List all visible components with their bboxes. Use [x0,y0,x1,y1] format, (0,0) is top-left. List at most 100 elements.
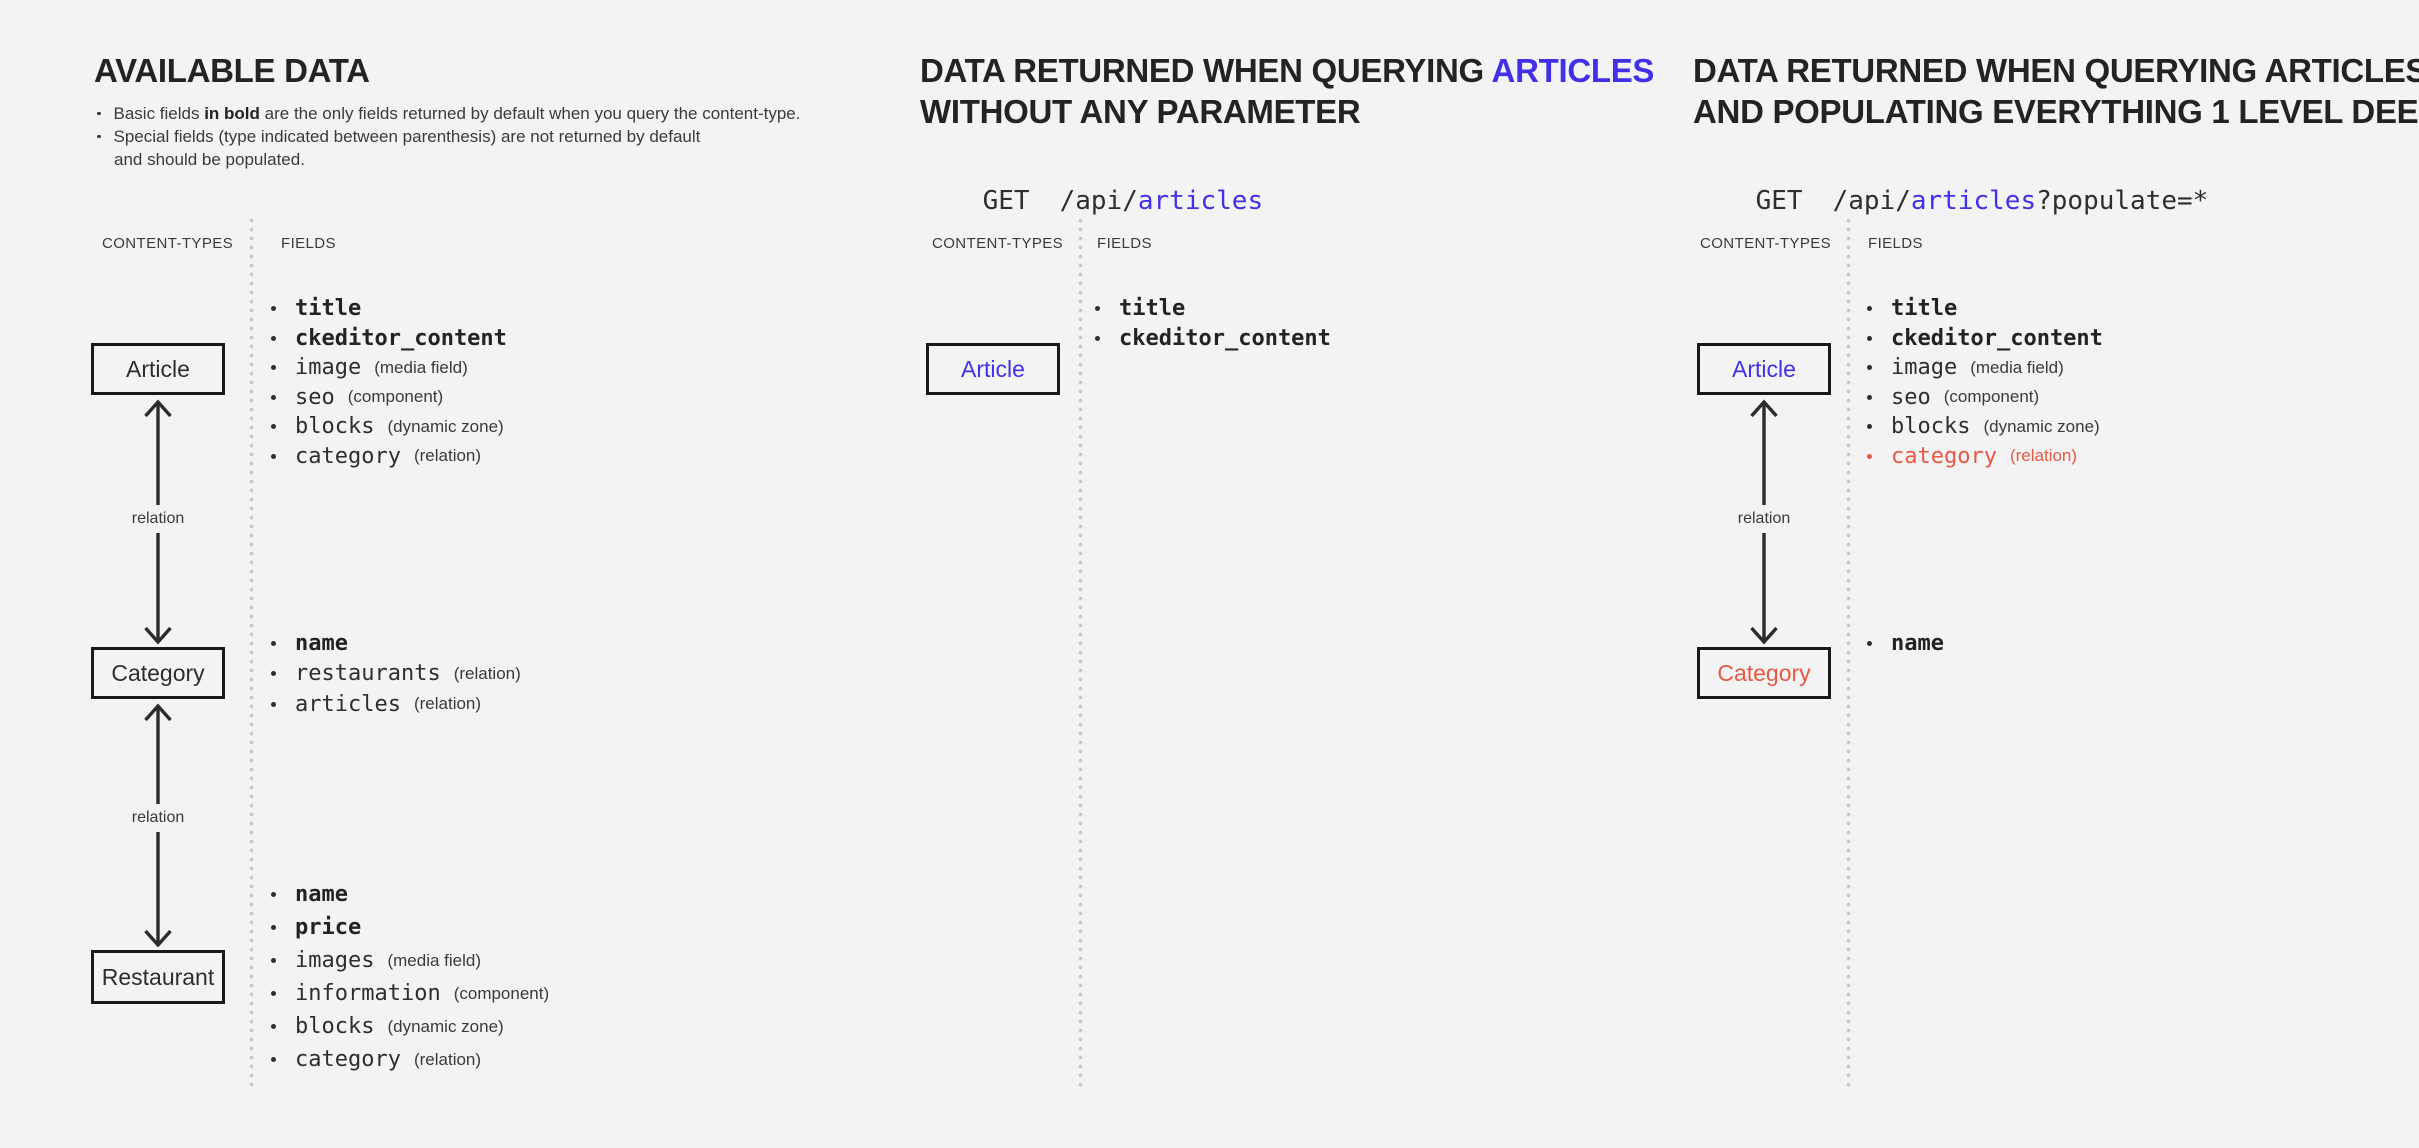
bullet-dot-icon [1867,365,1872,371]
bullet-dot-icon [271,925,276,930]
field-name: images [295,948,375,973]
api-path-accent: articles [1137,186,1264,216]
panel3-fields-label: FIELDS [1868,235,1923,252]
field-row-populated-relation: category (relation) [1867,442,2103,472]
field-type: (component) [347,387,444,407]
field-type: (dynamic zone) [387,1016,504,1036]
field-row: blocks (dynamic zone) [1867,412,2103,442]
bullet-dot-icon [1867,640,1872,646]
http-method: GET [1755,186,1803,216]
field-row: title [1867,294,2103,324]
bullet-dot-icon [271,424,276,430]
field-row: seo (component) [1867,383,2103,413]
field-type: (relation) [413,1049,482,1069]
category-box-label: Category [1717,659,1811,686]
field-row: images (media field) [271,944,549,977]
title-accent: ARTICLES [1491,52,1655,89]
bullet-dot-icon [271,453,276,459]
category-box-label: Category [111,659,205,686]
category-box: Category [91,647,225,699]
bullet-dot-icon [1095,306,1100,312]
api-path-query: ?populate=* [2036,186,2209,216]
note-text-bold: in bold [204,103,260,123]
field-row: seo (component) [271,383,507,413]
field-name: name [1891,630,1944,656]
field-type: (component) [1943,387,2040,407]
field-name: category [295,1047,401,1072]
panel3-get-request: GET/api/articles?populate=* [1693,147,2209,255]
field-name: ckeditor_content [1891,325,2103,351]
field-row: name [1867,628,1944,659]
field-name: price [295,915,362,940]
panel3-title-line1: DATA RETURNED WHEN QUERYING ARTICLES [1693,52,2419,89]
field-row: blocks (dynamic zone) [271,1010,549,1043]
field-type: (dynamic zone) [387,416,504,436]
field-name: category [1891,443,1997,469]
field-name: seo [1891,384,1931,410]
note-text: and should be populated. [114,149,305,169]
restaurant-box-label: Restaurant [101,963,215,990]
field-row: ckeditor_content [271,324,507,354]
field-type: (relation) [413,694,482,714]
panel1-fields-label: FIELDS [281,235,336,252]
field-name: title [295,296,362,322]
relation-label: relation [1735,505,1793,533]
bullet-dot-icon [1867,335,1872,341]
field-type: (relation) [453,663,521,683]
note-text: Special fields (type indicated between p… [113,126,701,146]
field-name: title [1119,296,1186,322]
field-name: ckeditor_content [1119,325,1331,351]
field-name: name [295,882,348,907]
api-path-accent: articles [1910,186,2037,216]
bullet-dot-icon [271,365,276,371]
field-row: name [271,628,521,659]
field-row: category (relation) [271,1043,549,1076]
note-line: and should be populated. [94,148,800,171]
bullet-dot-icon [271,671,276,677]
panel3-article-fields: title ckeditor_content image (media fiel… [1867,294,2103,471]
panel3-content-types-label: CONTENT-TYPES [1700,235,1832,252]
field-row: information (component) [271,977,549,1010]
field-row: blocks (dynamic zone) [271,412,507,442]
field-row: ckeditor_content [1095,324,1331,354]
field-name: articles [295,691,401,717]
bullet-dot-icon [1095,335,1100,341]
http-method: GET [982,186,1030,216]
note-line: Basic fields in bold are the only fields… [94,102,800,125]
panel1-notes: Basic fields in bold are the only fields… [94,102,800,171]
field-name: ckeditor_content [295,325,507,351]
field-name: restaurants [295,661,441,687]
bullet-dot-icon [271,701,276,707]
panel2-title-line2: WITHOUT ANY PARAMETER [920,93,1361,130]
panel1-title: AVAILABLE DATA [94,52,370,89]
note-text: Basic fields [113,103,205,123]
bullet-dot-icon [271,958,276,963]
api-path: /api/ [1832,186,1911,216]
relation-label: relation [129,804,187,832]
article-box: Article [926,343,1060,395]
bullet-dot-icon [271,892,276,897]
panel1-column-divider [249,218,254,1090]
note-text: are the only fields returned by default … [259,103,801,123]
panel2-get-request: GET/api/articles [920,147,1263,255]
bullet-dot-icon [1867,424,1872,430]
field-type: (media field) [387,950,482,970]
field-row: price [271,911,549,944]
article-box-label: Article [1732,355,1796,382]
field-row: restaurants (relation) [271,659,521,690]
bullet-dot-icon [271,1057,276,1062]
bullet-dot-icon [271,335,276,341]
bullet-dot-icon [1867,394,1872,400]
field-type: (media field) [374,357,468,377]
bullet-dot-icon [97,134,101,139]
panel1-category-fields: name restaurants (relation) articles (re… [271,628,521,720]
restaurant-box: Restaurant [91,950,225,1004]
article-box: Article [1697,343,1831,395]
field-row: title [271,294,507,324]
bullet-dot-icon [271,394,276,400]
bullet-dot-icon [271,640,276,646]
field-row: ckeditor_content [1867,324,2103,354]
bullet-dot-icon [1867,306,1872,312]
panel3-column-divider [1846,218,1851,1090]
article-box: Article [91,343,225,395]
